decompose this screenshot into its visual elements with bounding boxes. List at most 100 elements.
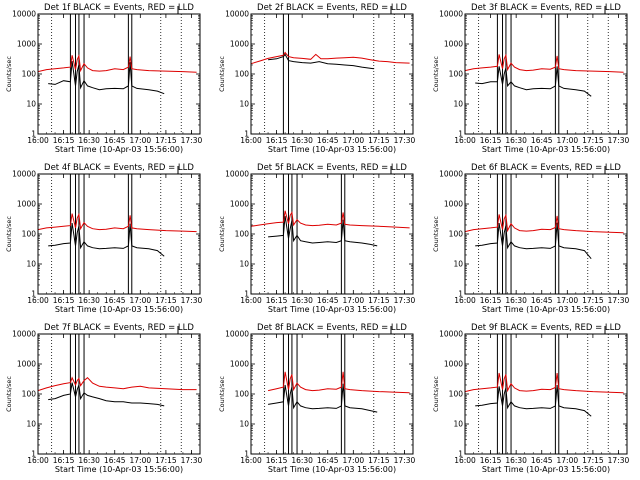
x-tick-label: 17:15 bbox=[155, 136, 177, 145]
x-tick-label: 16:45 bbox=[104, 296, 126, 305]
x-tick-label: 16:00 bbox=[240, 136, 262, 145]
y-tick-label: 1000 bbox=[230, 360, 249, 369]
y-tick-label: 1 bbox=[31, 290, 36, 299]
x-tick-label: 17:00 bbox=[557, 136, 579, 145]
detector-panel: Det 7f BLACK = Events, RED = LLD Counts/s… bbox=[5, 323, 203, 474]
x-tick-label: 17:30 bbox=[608, 136, 630, 145]
y-tick-label: 1 bbox=[244, 130, 249, 139]
x-tick-label: 17:30 bbox=[394, 136, 416, 145]
x-tick-label: 16:30 bbox=[291, 296, 313, 305]
detector-panel: Det 9f BLACK = Events, RED = LLD Counts/s… bbox=[432, 323, 630, 474]
x-tick-label: 17:00 bbox=[130, 456, 152, 465]
x-tick-label: 16:15 bbox=[266, 136, 288, 145]
y-tick-label: 10000 bbox=[12, 170, 36, 179]
y-axis-label: Counts/sec bbox=[432, 376, 440, 412]
x-axis-label: Start Time (10-Apr-03 15:56:00) bbox=[55, 145, 183, 154]
events-series-line bbox=[48, 61, 165, 95]
x-tick-label: 16:45 bbox=[317, 456, 339, 465]
x-tick-label: 16:45 bbox=[104, 456, 126, 465]
lld-series-line bbox=[250, 51, 410, 65]
y-tick-label: 100 bbox=[22, 390, 37, 399]
x-tick-label: 17:15 bbox=[155, 456, 177, 465]
detector-panel: Det 1f BLACK = Events, RED = LLD Counts/s… bbox=[5, 3, 203, 154]
x-tick-label: 16:45 bbox=[104, 136, 126, 145]
panel-title: Det 7f BLACK = Events, RED = LLD bbox=[44, 323, 194, 333]
x-axis-label: Start Time (10-Apr-03 15:56:00) bbox=[482, 145, 610, 154]
x-axis-label: Start Time (10-Apr-03 15:56:00) bbox=[268, 145, 396, 154]
plot-frame bbox=[250, 13, 414, 135]
y-tick-label: 1000 bbox=[230, 40, 249, 49]
detector-panel: Det 8f BLACK = Events, RED = LLD Counts/s… bbox=[218, 323, 416, 474]
events-series-line bbox=[268, 215, 378, 247]
x-tick-label: 16:00 bbox=[27, 456, 49, 465]
plot-frame bbox=[464, 333, 628, 455]
y-tick-label: 1000 bbox=[17, 360, 36, 369]
y-axis-label: Counts/sec bbox=[218, 56, 226, 92]
x-tick-label: 17:15 bbox=[368, 296, 390, 305]
x-axis-label: Start Time (10-Apr-03 15:56:00) bbox=[482, 465, 610, 474]
x-tick-label: 17:00 bbox=[343, 456, 365, 465]
x-tick-label: 17:30 bbox=[181, 296, 203, 305]
x-tick-label: 16:30 bbox=[78, 456, 100, 465]
y-tick-label: 1 bbox=[458, 130, 463, 139]
y-tick-label: 1000 bbox=[444, 40, 463, 49]
x-tick-label: 16:15 bbox=[266, 296, 288, 305]
events-series-line bbox=[475, 66, 592, 97]
x-tick-label: 16:00 bbox=[27, 136, 49, 145]
events-series-line bbox=[268, 383, 378, 413]
panel-title: Det 3f BLACK = Events, RED = LLD bbox=[471, 3, 621, 13]
x-tick-label: 16:15 bbox=[266, 456, 288, 465]
detector-panel: Det 3f BLACK = Events, RED = LLD Counts/s… bbox=[432, 3, 630, 154]
x-tick-label: 16:00 bbox=[454, 136, 476, 145]
x-tick-label: 16:00 bbox=[454, 296, 476, 305]
x-axis-label: Start Time (10-Apr-03 15:56:00) bbox=[268, 465, 396, 474]
x-tick-label: 17:15 bbox=[155, 296, 177, 305]
y-tick-label: 10 bbox=[239, 260, 249, 269]
y-axis-label: Counts/sec bbox=[5, 376, 13, 412]
y-tick-label: 100 bbox=[235, 230, 250, 239]
x-tick-label: 17:15 bbox=[582, 456, 604, 465]
y-tick-label: 10000 bbox=[12, 330, 36, 339]
y-axis-label: Counts/sec bbox=[5, 56, 13, 92]
x-tick-label: 16:45 bbox=[531, 136, 553, 145]
plot-frame bbox=[464, 173, 628, 295]
x-tick-label: 17:00 bbox=[557, 296, 579, 305]
y-tick-label: 1000 bbox=[17, 40, 36, 49]
y-tick-label: 1 bbox=[31, 130, 36, 139]
lld-series-line bbox=[37, 212, 197, 233]
y-tick-label: 10 bbox=[239, 100, 249, 109]
x-tick-label: 16:15 bbox=[480, 456, 502, 465]
y-tick-label: 10 bbox=[453, 100, 463, 109]
plot-frame bbox=[37, 333, 201, 455]
y-tick-label: 10000 bbox=[439, 330, 463, 339]
y-tick-label: 100 bbox=[235, 70, 250, 79]
x-tick-label: 17:30 bbox=[394, 296, 416, 305]
x-axis-label: Start Time (10-Apr-03 15:56:00) bbox=[482, 305, 610, 314]
y-axis-label: Counts/sec bbox=[218, 376, 226, 412]
y-tick-label: 1 bbox=[31, 450, 36, 459]
plot-frame bbox=[250, 333, 414, 455]
x-tick-label: 16:30 bbox=[505, 456, 527, 465]
plot-frame bbox=[250, 173, 414, 295]
x-tick-label: 17:15 bbox=[368, 456, 390, 465]
y-tick-label: 100 bbox=[449, 230, 464, 239]
y-tick-label: 10000 bbox=[225, 170, 249, 179]
lld-series-line bbox=[464, 213, 624, 234]
x-tick-label: 16:45 bbox=[531, 456, 553, 465]
events-series-line bbox=[268, 53, 374, 70]
detector-panel: Det 4f BLACK = Events, RED = LLD Counts/s… bbox=[5, 163, 203, 314]
y-tick-label: 10000 bbox=[12, 10, 36, 19]
y-tick-label: 100 bbox=[449, 70, 464, 79]
x-tick-label: 16:30 bbox=[291, 136, 313, 145]
y-tick-label: 100 bbox=[22, 230, 37, 239]
y-tick-label: 1000 bbox=[17, 200, 36, 209]
panel-title: Det 1f BLACK = Events, RED = LLD bbox=[44, 3, 194, 13]
events-series-line bbox=[48, 382, 165, 407]
x-tick-label: 17:15 bbox=[582, 296, 604, 305]
y-tick-label: 1000 bbox=[230, 200, 249, 209]
detector-panel: Det 6f BLACK = Events, RED = LLD Counts/s… bbox=[432, 163, 630, 314]
plot-frame bbox=[37, 173, 201, 295]
x-tick-label: 16:00 bbox=[27, 296, 49, 305]
x-tick-label: 16:00 bbox=[240, 296, 262, 305]
